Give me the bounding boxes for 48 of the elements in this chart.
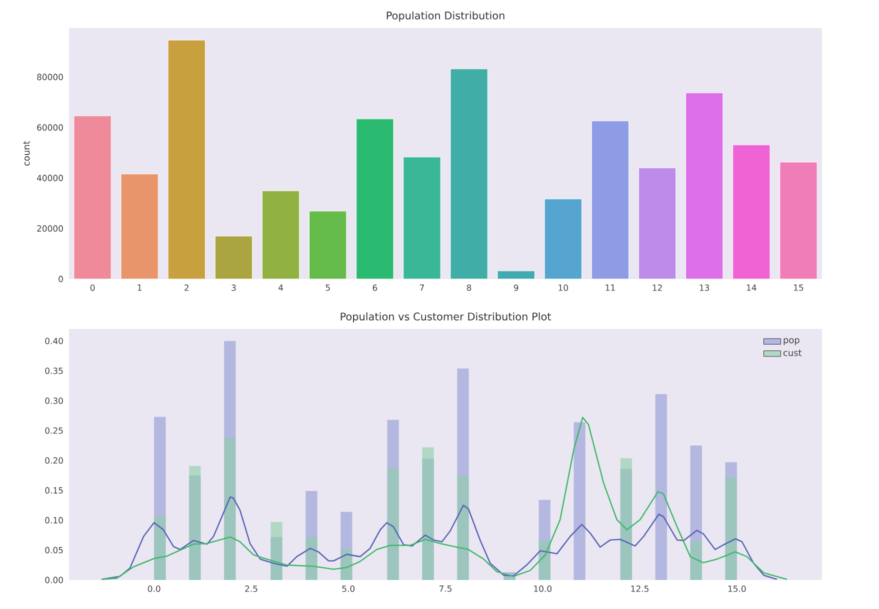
x-tick-label: 13	[700, 284, 710, 291]
x-tick-label: 15	[794, 284, 804, 291]
x-tick-label: 1	[138, 284, 142, 291]
x-tick-label: 5	[326, 284, 330, 291]
x-tick-label: 3	[232, 284, 236, 291]
x-tick-label: 15.0	[728, 586, 746, 592]
x-tick-label: 10	[558, 284, 568, 291]
y-tick-label: 0	[58, 276, 63, 282]
y-tick-label: 0.30	[45, 398, 63, 404]
x-tick-label: 10.0	[534, 586, 552, 592]
x-tick-label: 9	[514, 284, 518, 291]
x-tick-label: 7.5	[439, 586, 452, 592]
x-tick-label: 4	[278, 284, 283, 291]
x-tick-label: 0	[90, 284, 95, 291]
y-tick-label: 60000	[37, 124, 63, 131]
y-axis-title: count	[23, 141, 30, 166]
x-tick-label: 12	[652, 284, 662, 291]
legend-label: cust	[783, 350, 802, 356]
x-tick-label: 7	[420, 284, 424, 291]
x-tick-label: 5.0	[342, 586, 355, 592]
legend-label: pop	[784, 338, 800, 346]
chart-title: Population Distribution	[386, 11, 504, 22]
y-tick-label: 0.20	[45, 457, 63, 464]
chart-title: Population vs Customer Distribution Plot	[340, 312, 551, 322]
bar	[450, 68, 488, 279]
y-tick-label: 80000	[37, 74, 63, 80]
x-tick-label: 6	[372, 284, 378, 291]
y-tick-label: 20000	[37, 225, 63, 232]
bar	[74, 116, 112, 279]
y-tick-label: 0.15	[45, 487, 63, 494]
line-series	[100, 416, 788, 580]
y-tick-label: 0.00	[45, 576, 63, 584]
y-tick-label: 40000	[36, 174, 63, 182]
y-tick-label: 0.05	[45, 546, 63, 554]
y-tick-label: 0.40	[45, 338, 63, 344]
x-tick-label: 2.5	[245, 586, 258, 592]
bar	[732, 144, 770, 279]
y-tick-label: 0.10	[45, 517, 63, 524]
bar	[497, 270, 535, 279]
bar	[356, 118, 394, 279]
x-tick-label: 2	[184, 284, 189, 291]
x-tick-label: 11	[606, 284, 615, 291]
x-tick-label: 12.5	[631, 586, 648, 592]
x-tick-label: 8	[466, 284, 472, 291]
y-tick-label: 0.25	[45, 427, 63, 434]
x-tick-label: 0.0	[148, 586, 160, 592]
x-tick-label: 14	[746, 284, 756, 291]
y-tick-label: 0.35	[45, 368, 63, 374]
